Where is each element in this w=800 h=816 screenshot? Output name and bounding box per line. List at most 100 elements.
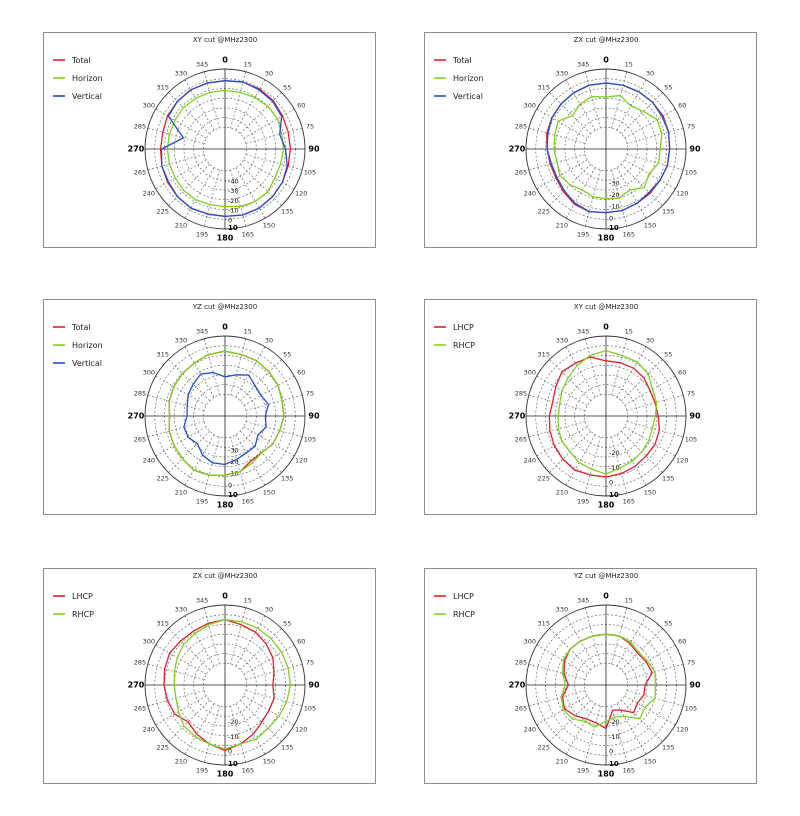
grid-spoke — [147, 664, 205, 680]
angle-label: 60 — [297, 638, 305, 646]
grid-spoke — [235, 703, 266, 755]
series-line-lhcp — [163, 618, 275, 752]
angle-label: 345 — [577, 61, 589, 69]
angle-label: 0 — [603, 592, 609, 601]
angle-label: 165 — [623, 767, 635, 775]
legend-label: Total — [71, 56, 91, 65]
angle-label: 315 — [538, 350, 550, 358]
angle-label: 105 — [685, 435, 697, 443]
angle-label: 120 — [295, 726, 307, 734]
angle-label: 315 — [538, 619, 550, 627]
radial-tick-label: -30 — [609, 179, 620, 187]
grid-spoke — [243, 644, 295, 675]
grid-spoke — [240, 359, 282, 401]
grid-spoke — [235, 615, 266, 667]
radial-tick-label: 0 — [228, 216, 232, 224]
grid-spoke — [243, 375, 295, 406]
polar-plot: XY cut @MHz2300 0 15 30 55 60 75 90 105 120 135 150… — [53, 36, 320, 243]
radial-tick-label: -10 — [609, 203, 620, 211]
grid-spoke — [585, 169, 601, 227]
angle-label: 345 — [196, 328, 208, 336]
series-line-vertical — [160, 80, 288, 218]
angle-label: 270 — [128, 145, 145, 154]
grid-spoke — [624, 159, 676, 190]
angle-label: 55 — [283, 83, 291, 91]
series-line-horizon — [168, 350, 285, 476]
angle-label: 105 — [685, 704, 697, 712]
angle-label: 90 — [308, 681, 320, 690]
angle-label: 60 — [678, 369, 686, 377]
angle-label: 75 — [687, 123, 695, 131]
series-line-rhcp — [173, 618, 292, 750]
angle-label: 105 — [304, 168, 316, 176]
angle-label: 75 — [306, 659, 314, 667]
angle-label: 55 — [664, 83, 672, 91]
angle-label: 345 — [196, 597, 208, 605]
angle-label: 0 — [222, 56, 228, 65]
angle-label: 165 — [242, 498, 254, 506]
grid-spoke — [616, 703, 647, 755]
grid-spoke — [528, 690, 586, 706]
series-line-rhcp — [557, 349, 658, 475]
legend-label: Vertical — [72, 359, 102, 368]
grid-spoke — [155, 159, 207, 190]
angle-label: 90 — [689, 681, 701, 690]
angle-label: 240 — [143, 457, 155, 465]
grid-spoke — [626, 421, 684, 437]
angle-label: 90 — [689, 412, 701, 421]
radial-tick-label: -20 — [609, 191, 620, 199]
angle-label: 240 — [524, 457, 536, 465]
angle-label: 0 — [603, 323, 609, 332]
angle-label: 210 — [556, 222, 568, 230]
grid-spoke — [168, 431, 210, 473]
grid-spoke — [621, 700, 663, 742]
grid-spoke — [611, 71, 627, 129]
angle-label: 135 — [281, 475, 293, 483]
polar-plot: ZX cut @MHz2300 0 15 30 55 60 75 90 105 120 135 150… — [53, 572, 320, 779]
grid-spoke — [565, 79, 596, 131]
angle-label: 300 — [143, 369, 155, 377]
grid-spoke — [168, 164, 210, 206]
angle-label: 165 — [623, 498, 635, 506]
angle-label: 105 — [685, 168, 697, 176]
radial-tick-label: -20 — [609, 449, 620, 457]
angle-label: 195 — [196, 498, 208, 506]
angle-label: 210 — [175, 758, 187, 766]
angle-label: 265 — [134, 704, 146, 712]
angle-label: 300 — [143, 102, 155, 110]
angle-label: 240 — [143, 190, 155, 198]
angle-label: 300 — [524, 638, 536, 646]
angle-label: 225 — [538, 208, 550, 216]
polar-plot: XY cut @MHz2300 0 15 30 55 60 75 90 105 120 135 150… — [434, 303, 701, 510]
grid-spoke — [147, 154, 205, 170]
angle-label: 150 — [644, 222, 656, 230]
grid-spoke — [245, 154, 303, 170]
angle-label: 315 — [157, 350, 169, 358]
angle-label: 120 — [295, 190, 307, 198]
angle-label: 150 — [644, 489, 656, 497]
grid-spoke — [235, 167, 266, 219]
angle-label: 105 — [304, 435, 316, 443]
radial-tick-label: 0 — [228, 481, 232, 489]
angle-label: 270 — [509, 681, 526, 690]
grid-spoke — [147, 421, 205, 437]
grid-spoke — [155, 375, 207, 406]
grid-spoke — [585, 338, 601, 396]
angle-label: 225 — [157, 475, 169, 483]
grid-spoke — [616, 346, 647, 398]
angle-label: 315 — [157, 83, 169, 91]
angle-label: 75 — [306, 390, 314, 398]
yz-cut-polarization-panel: YZ cut @MHz2300 0 15 30 55 60 75 90 105 120 135 150… — [424, 568, 757, 784]
angle-label: 285 — [515, 123, 527, 131]
angle-label: 15 — [625, 61, 633, 69]
angle-label: 285 — [515, 390, 527, 398]
grid-spoke — [155, 426, 207, 457]
angle-label: 165 — [242, 231, 254, 239]
zx-cut-total-panel: ZX cut @MHz2300 0 15 30 55 60 75 90 105 120 135 150… — [424, 32, 757, 248]
legend-label: Horizon — [453, 74, 484, 83]
angle-label: 240 — [524, 726, 536, 734]
grid-spoke — [565, 167, 596, 219]
angle-label: 210 — [556, 489, 568, 497]
grid-spoke — [230, 705, 246, 763]
grid-spoke — [184, 79, 215, 131]
